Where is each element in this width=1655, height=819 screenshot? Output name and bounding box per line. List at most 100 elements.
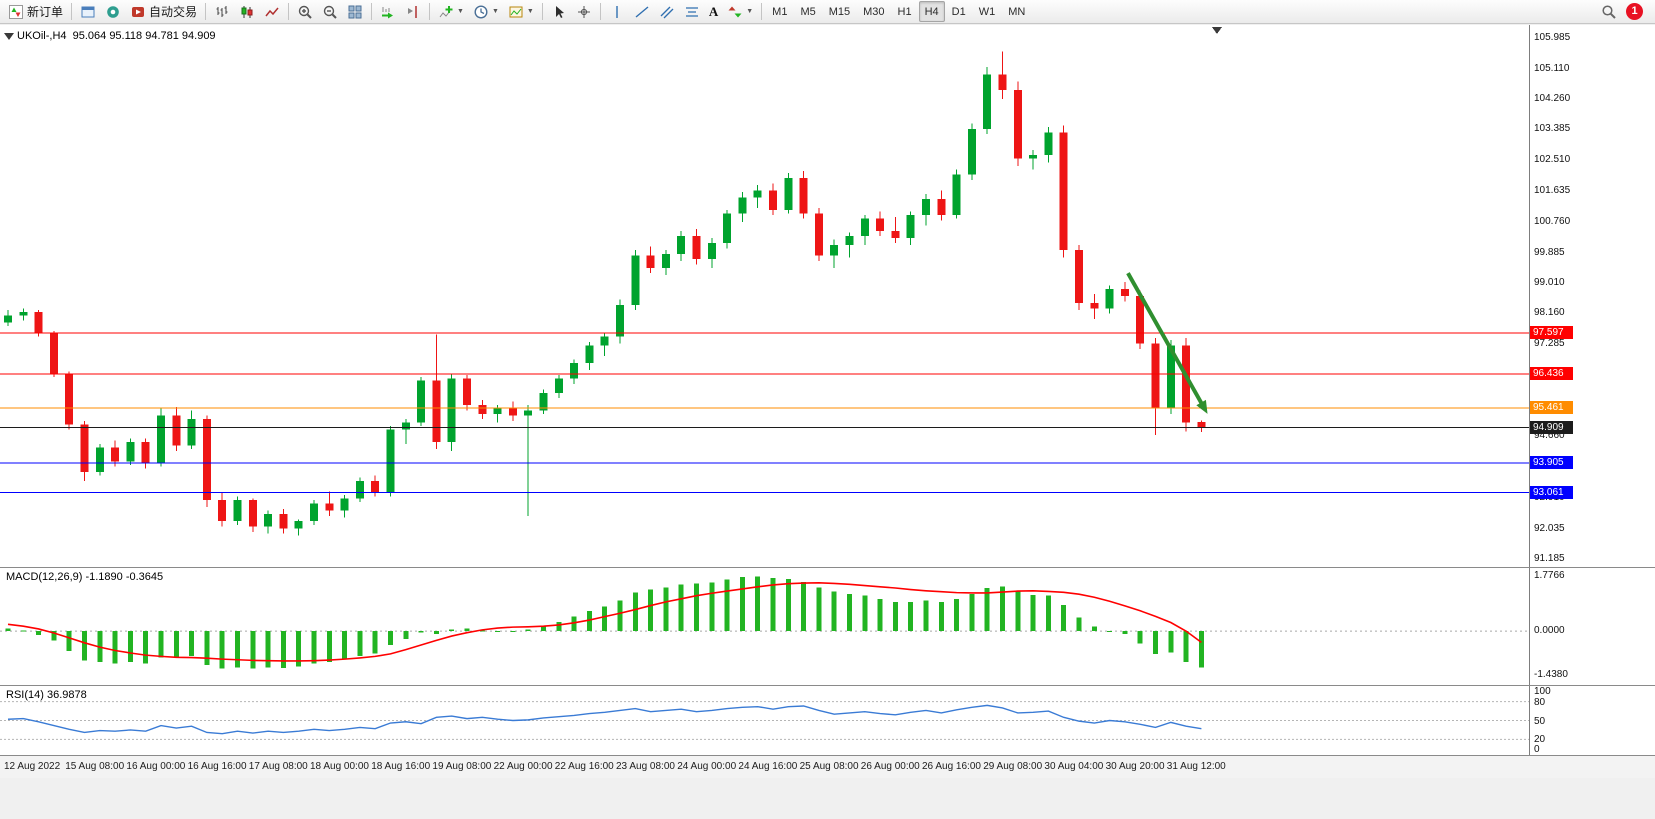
rsi-axis-label: 50: [1534, 715, 1546, 727]
trend-arrow[interactable]: [1126, 272, 1208, 414]
main-toolbar: 新订单 自动交易: [0, 0, 1655, 24]
price-axis-label: 101.635: [1534, 184, 1571, 196]
macd-scale[interactable]: 1.7766 0.0000 -1.4380: [1529, 568, 1655, 685]
cursor-button[interactable]: [547, 1, 571, 22]
chevron-down-icon: ▼: [526, 8, 534, 15]
zoom-out-button[interactable]: [318, 1, 342, 22]
text-tool-icon: A: [708, 3, 719, 19]
time-axis-label: 23 Aug 08:00: [616, 761, 675, 772]
macd-chart-svg[interactable]: [0, 568, 1529, 685]
time-axis-label: 15 Aug 08:00: [65, 761, 125, 772]
arrows-tool-button[interactable]: ▼: [723, 1, 757, 22]
rsi-scale[interactable]: 100 80 50 20 0: [1529, 686, 1655, 755]
cursor-icon: [555, 5, 564, 18]
zoom-in-icon: [298, 5, 312, 19]
toolbar-separator: [541, 3, 543, 20]
new-order-label: 新订单: [27, 5, 64, 19]
symbol-search-button[interactable]: [1597, 1, 1621, 22]
indicators-button[interactable]: ▼: [434, 1, 468, 22]
vertical-line-icon: [616, 5, 618, 18]
timeframe-button-m30[interactable]: M30: [857, 1, 890, 22]
main-chart-pane: UKOil-,H4 95.064 95.118 94.781 94.909 10…: [0, 25, 1655, 567]
autotrading-icon: [132, 6, 145, 17]
chart-title: UKOil-,H4 95.064 95.118 94.781 94.909: [17, 30, 216, 42]
chevron-down-icon: ▼: [457, 8, 464, 15]
text-tool-button[interactable]: A: [705, 1, 722, 22]
price-axis-label: 91.185: [1534, 552, 1565, 564]
trendline-icon: [635, 5, 649, 18]
tile-windows-button[interactable]: [343, 1, 367, 22]
vertical-line-button[interactable]: [605, 1, 629, 22]
line-chart-button[interactable]: [260, 1, 284, 22]
price-badge-97.597: 97.597: [1530, 326, 1573, 340]
toolbar-separator: [761, 3, 763, 20]
toolbar-separator: [429, 3, 431, 20]
new-order-button[interactable]: 新订单: [4, 1, 67, 22]
zoom-in-button[interactable]: [293, 1, 317, 22]
community-button[interactable]: [101, 1, 125, 22]
crosshair-button[interactable]: [572, 1, 596, 22]
price-axis-label: 104.260: [1534, 92, 1571, 104]
price-scale[interactable]: 105.985 105.110 104.260 103.385 102.510 101.6…: [1529, 25, 1655, 567]
timeframe-button-mn[interactable]: MN: [1002, 1, 1031, 22]
timeframe-button-d1[interactable]: D1: [946, 1, 972, 22]
chart-shift-marker[interactable]: [1212, 27, 1222, 34]
zoom-out-icon: [323, 5, 337, 19]
periods-button[interactable]: ▼: [469, 1, 503, 22]
time-axis-label: 17 Aug 08:00: [248, 761, 308, 772]
tile-windows-icon: [348, 5, 362, 18]
toolbar-separator: [205, 3, 207, 20]
timeframe-button-m15[interactable]: M15: [823, 1, 856, 22]
template-icon: [509, 6, 523, 17]
toolbar-separator: [288, 3, 290, 20]
macd-title: MACD(12,26,9) -1.1890 -0.3645: [6, 571, 164, 583]
rsi-chart-svg[interactable]: [0, 686, 1529, 755]
equidistant-channel-button[interactable]: [655, 1, 679, 22]
price-badge-96.436: 96.436: [1530, 366, 1573, 380]
rsi-axis-label: 20: [1534, 734, 1546, 746]
rsi-pane: RSI(14) 36.9878 100 80 50 20 0: [0, 686, 1655, 755]
time-axis-label: 16 Aug 16:00: [187, 761, 247, 772]
auto-scroll-button[interactable]: [376, 1, 400, 22]
time-axis-label: 16 Aug 00:00: [126, 761, 186, 772]
bar-chart-icon: [216, 5, 228, 17]
price-axis-label: 105.110: [1534, 62, 1570, 74]
price-axis-label: 102.510: [1534, 154, 1571, 166]
metaeditor-button[interactable]: [76, 1, 100, 22]
chart-shift-button[interactable]: [401, 1, 425, 22]
timeframe-button-h1[interactable]: H1: [892, 1, 918, 22]
macd-signal-line: [7, 581, 1202, 662]
fibonacci-button[interactable]: [680, 1, 704, 22]
timeframe-button-h4[interactable]: H4: [918, 1, 945, 22]
timeframe-button-m5[interactable]: M5: [794, 1, 821, 22]
trendline-button[interactable]: [630, 1, 654, 22]
candlestick-chart-button[interactable]: [235, 1, 259, 22]
bar-chart-button[interactable]: [210, 1, 234, 22]
price-axis-label: 100.760: [1534, 215, 1571, 227]
price-axis-label: 103.385: [1534, 123, 1571, 135]
timeframe-button-m1[interactable]: M1: [766, 1, 793, 22]
auto-scroll-icon: [382, 6, 394, 18]
macd-axis-label: 0.0000: [1534, 625, 1565, 637]
macd-axis-label: 1.7766: [1534, 570, 1565, 582]
time-axis-label: 30 Aug 20:00: [1105, 761, 1165, 772]
one-click-trading-toggle[interactable]: [4, 33, 14, 40]
time-scale[interactable]: 12 Aug 2022 15 Aug 08:00 16 Aug 00:00 16 Au…: [0, 756, 1655, 778]
time-axis-label: 19 Aug 08:00: [432, 761, 492, 772]
macd-histogram: [5, 576, 1204, 669]
notification-badge[interactable]: 1: [1626, 3, 1643, 20]
autotrading-button[interactable]: 自动交易: [126, 1, 201, 22]
pane-separator[interactable]: [0, 685, 1655, 686]
time-axis-label: 18 Aug 16:00: [371, 761, 431, 772]
line-chart-icon: [265, 7, 279, 16]
metaeditor-icon: [81, 6, 95, 17]
time-axis-label: 26 Aug 00:00: [860, 761, 920, 772]
templates-button[interactable]: ▼: [504, 1, 538, 22]
pane-separator[interactable]: [0, 567, 1655, 568]
price-chart-svg[interactable]: [0, 25, 1529, 567]
fibonacci-icon: [685, 6, 698, 17]
timeframe-button-w1[interactable]: W1: [973, 1, 1002, 22]
macd-pane: MACD(12,26,9) -1.1890 -0.3645 1.7766 0.00…: [0, 568, 1655, 685]
toolbar-separator: [71, 3, 73, 20]
